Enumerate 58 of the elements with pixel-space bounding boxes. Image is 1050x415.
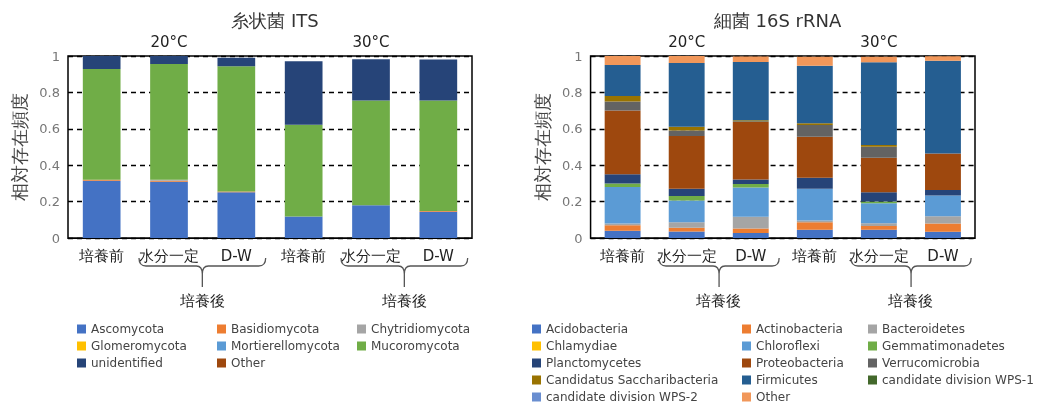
y-tick-label: 0.6 [39,121,60,137]
y-tick-label: 0.4 [561,157,583,173]
legend-label: Acidobacteria [546,322,629,336]
legend-label: candidate division WPS-1 [882,373,1034,387]
text: 培養後 [180,292,226,311]
text: 20°C [150,33,188,51]
legend-label: unidentified [91,356,163,370]
legend-label: Actinobacteria [756,322,843,336]
chart-title: 糸状菌 ITS [231,9,319,31]
x-tick-label: D-W [422,246,455,265]
x-tick-label: 水分一定 [656,246,717,265]
legend-label: Bacteroidetes [882,322,965,336]
x-tick-label: 培養前 [78,246,125,265]
y-tick-label: 0 [574,230,583,246]
y-tick-label: 0.2 [561,194,583,210]
legend-label: Chloroflexi [756,339,820,353]
x-tick-label: D-W [220,246,253,265]
text: 20°C [668,33,706,51]
text: 培養後 [382,292,428,311]
y-axis-title: 相対存在頻度 [531,93,553,201]
y-tick-label: 1 [51,48,60,64]
y-tick-label: 0.2 [39,194,60,210]
text: 培養後 [888,292,934,311]
text: 30°C [860,33,898,51]
legend-label: Mortierellomycota [231,339,340,353]
y-tick-label: 0.4 [39,157,60,173]
x-tick-label: 水分一定 [848,246,909,265]
y-tick-label: 1 [574,48,583,64]
y-tick-label: 0.8 [561,84,583,100]
legend-label: Basidiomycota [231,322,320,336]
legend-label: Ascomycota [91,322,165,336]
x-tick-label: 培養前 [791,246,838,265]
x-tick-label: 水分一定 [341,246,401,265]
legend-label: Candidatus Saccharibacteria [546,373,719,387]
legend-label: Planctomycetes [546,356,642,370]
text: 30°C [352,33,390,51]
legend-label: candidate division WPS-2 [546,390,698,404]
legend-label: Gemmatimonadetes [882,339,1005,353]
y-tick-label: 0 [51,230,60,246]
y-axis-title: 相対存在頻度 [8,93,30,201]
legend-label: Firmicutes [756,373,818,387]
x-tick-label: 培養前 [599,246,646,265]
legend-label: Mucoromycota [371,339,460,353]
legend-label: Chlamydiae [546,339,618,353]
legend-label: Verrucomicrobia [882,356,980,370]
y-tick-label: 0.6 [561,121,583,137]
x-tick-label: 培養前 [280,246,327,265]
x-tick-label: D-W [735,246,767,265]
legend-label: Chytridiomycota [371,322,471,336]
x-tick-label: D-W [927,246,959,265]
y-tick-label: 0.8 [39,84,60,100]
text: 培養後 [696,292,742,311]
legend-label: Other [231,356,266,370]
legend-label: Other [756,390,791,404]
chart-title: 細菌 16S rRNA [712,9,842,31]
legend-label: Glomeromycota [91,339,187,353]
legend-label: Proteobacteria [756,356,844,370]
x-tick-label: 水分一定 [139,246,199,265]
